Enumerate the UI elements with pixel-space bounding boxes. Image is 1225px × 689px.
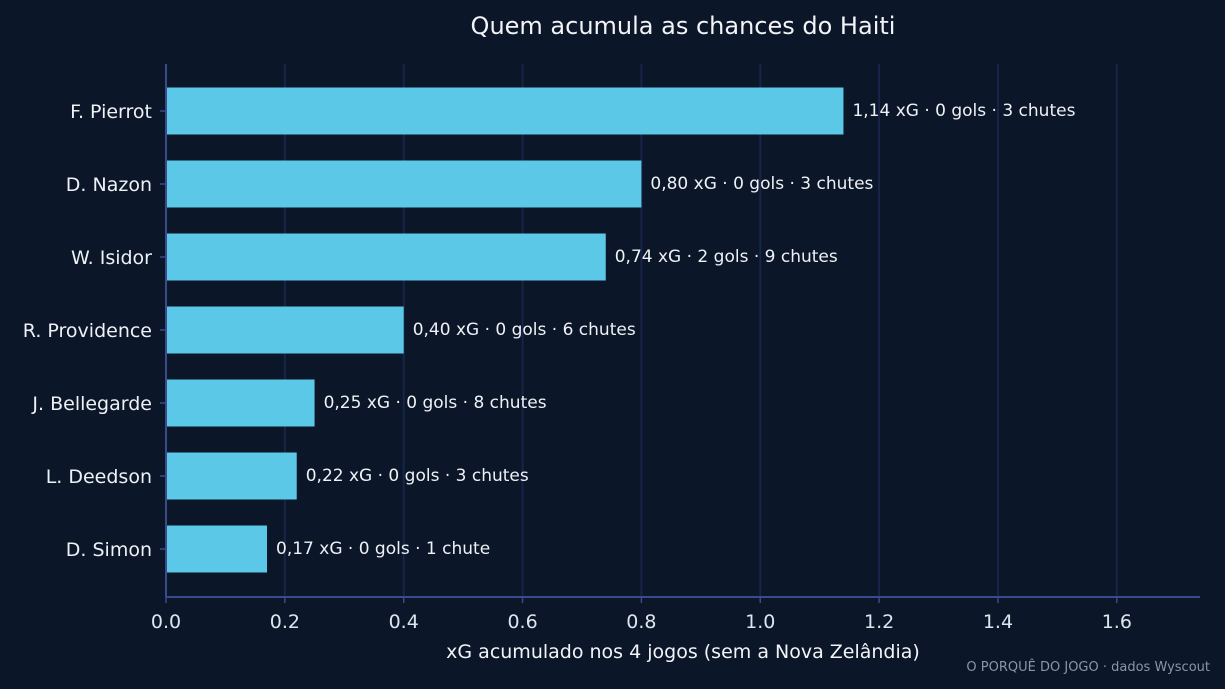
category-label: F. Pierrot	[70, 101, 152, 123]
category-label: L. Deedson	[46, 466, 152, 488]
x-ticks: 0.0 0.2 0.4 0.6 0.8 1.0 1.2 1.4 1.6	[151, 597, 1132, 633]
grid-lines	[283, 64, 1118, 597]
data-labels: 1,14 xG · 0 gols · 3 chutes 0,80 xG · 0 g…	[276, 101, 1076, 559]
x-tick-label: 1.2	[864, 611, 894, 633]
bar	[167, 379, 315, 427]
data-label: 0,17 xG · 0 gols · 1 chute	[276, 539, 490, 559]
bars	[167, 87, 844, 573]
data-label: 1,14 xG · 0 gols · 3 chutes	[852, 101, 1075, 121]
x-tick-label: 0.6	[507, 611, 537, 633]
category-label: J. Bellegarde	[31, 393, 152, 415]
x-tick-label: 0.2	[270, 611, 300, 633]
category-labels: F. Pierrot D. Nazon W. Isidor R. Providence…	[23, 101, 166, 561]
data-label: 0,80 xG · 0 gols · 3 chutes	[650, 174, 873, 194]
x-tick-label: 1.6	[1102, 611, 1132, 633]
credit-text: O PORQUÊ DO JOGO · dados Wyscout	[966, 659, 1210, 675]
bar	[167, 233, 606, 281]
data-label: 0,40 xG · 0 gols · 6 chutes	[413, 320, 636, 340]
category-label: R. Providence	[23, 320, 152, 342]
category-label: D. Simon	[66, 539, 152, 561]
x-tick-label: 0.4	[389, 611, 419, 633]
category-label: D. Nazon	[66, 174, 152, 196]
x-tick-label: 1.4	[983, 611, 1013, 633]
x-tick-label: 0.0	[151, 611, 181, 633]
bar	[167, 525, 268, 573]
x-tick-label: 0.8	[626, 611, 656, 633]
bar	[167, 160, 642, 208]
x-axis-title: xG acumulado nos 4 jogos (sem a Nova Zel…	[446, 641, 920, 663]
bar	[167, 306, 404, 354]
bar	[167, 87, 844, 135]
data-label: 0,22 xG · 0 gols · 3 chutes	[306, 466, 529, 486]
data-label: 0,74 xG · 2 gols · 9 chutes	[615, 247, 838, 267]
x-tick-label: 1.0	[745, 611, 775, 633]
data-label: 0,25 xG · 0 gols · 8 chutes	[324, 393, 547, 413]
bar	[167, 452, 297, 500]
chart-title: Quem acumula as chances do Haiti	[471, 12, 896, 40]
category-label: W. Isidor	[71, 247, 152, 269]
